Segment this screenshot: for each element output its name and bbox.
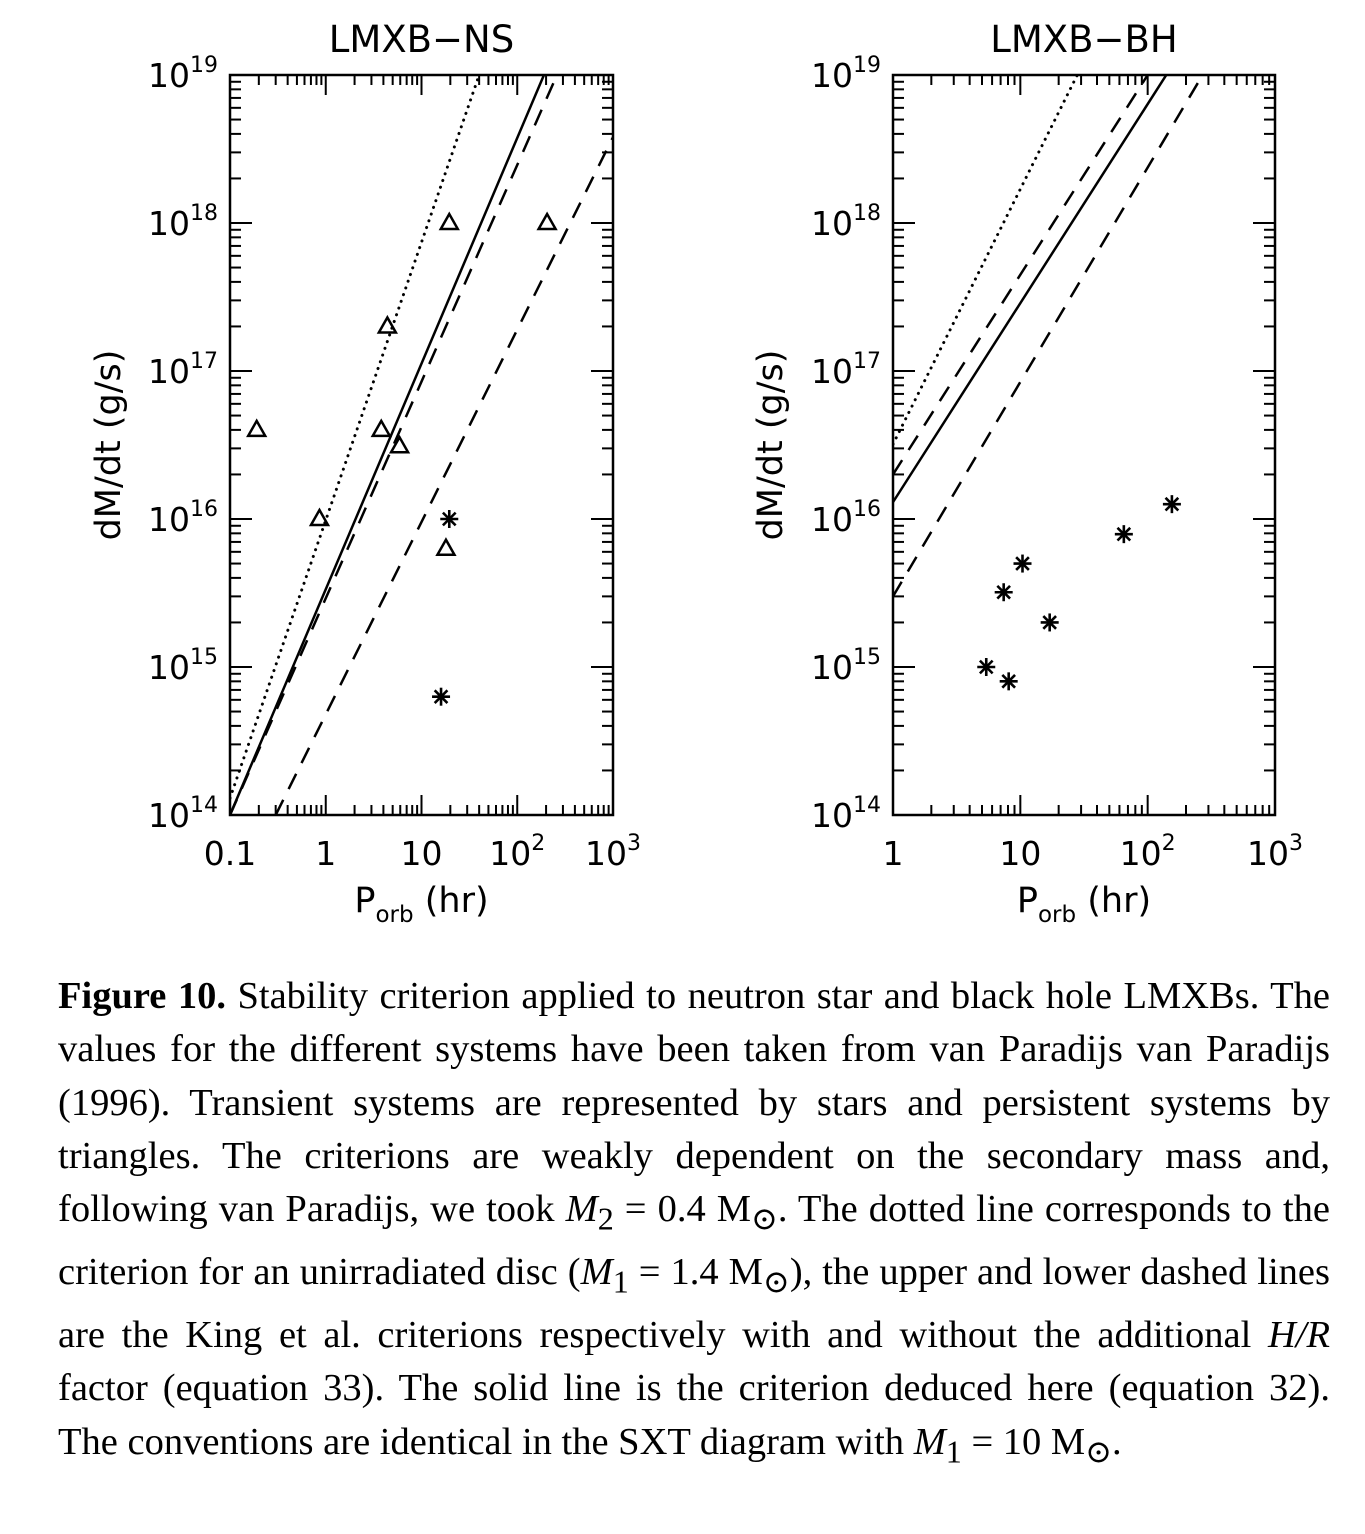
panel-1-triangle-marker [246, 418, 268, 438]
panel-2-solid-line [893, 75, 1168, 503]
panel-1-y-tick-label: 1014 [148, 793, 218, 835]
panel-2-frame [891, 73, 1277, 817]
panel-1-triangle-marker [376, 314, 399, 334]
panel-2-dashed-line [893, 75, 1204, 598]
panel-1-ticks [230, 75, 613, 815]
panel-2-star-marker [1040, 613, 1059, 632]
panel-1-triangle-marker [388, 434, 411, 454]
caption-sun-3: ⊙ [1085, 1433, 1113, 1470]
panel-2-y-tick-label: 1017 [811, 349, 881, 391]
panel-1-x-tick-label: 102 [489, 831, 545, 873]
caption-m1b-sub: 1 [945, 1433, 962, 1470]
panel-1-frame [228, 73, 615, 817]
panel-1-y-label: dM/dt (g/s) [89, 350, 129, 541]
caption-sun-1: ⊙ [750, 1200, 778, 1237]
caption-m2: M [565, 1188, 598, 1231]
caption-sun-2: ⊙ [762, 1263, 790, 1300]
panel-2-y-tick-label: 1016 [811, 497, 881, 539]
panel-2-star-marker [994, 583, 1013, 602]
caption-m1a-sub: 1 [612, 1263, 629, 1300]
panel-1-x-tick-label: 103 [585, 831, 641, 873]
panel-2-dashed-line [893, 75, 1149, 476]
caption-text-3: ), the upper and lower dashed lines are … [58, 1251, 1330, 1357]
panel-1-y-tick-label: 1018 [148, 201, 218, 243]
figure-panels: 0.1 1 10 102 103 1014 1015 1016 1017 1018 1019 LMXB… [89, 18, 1303, 928]
panel-1-y-tick-label: 1016 [148, 497, 218, 539]
panel-2-x-label: Porb (hr) [1017, 881, 1151, 928]
panel-2-x-tick-label: 10 [999, 834, 1041, 873]
panel-2-x-tick-label: 1 [883, 834, 904, 873]
panel-1-solid-line [230, 75, 546, 815]
panel-1-triangle-marker [435, 537, 457, 556]
panel-1-star-marker [440, 510, 459, 528]
caption-eq-3: = 10 M [961, 1420, 1086, 1463]
panel-1-title: LMXB−NS [329, 18, 514, 61]
panel-2-star-marker [1013, 554, 1032, 573]
panel-1-y-tick-label: 1019 [148, 53, 218, 95]
caption-m2-sub: 2 [597, 1200, 614, 1237]
panel-1-dashed-line [274, 136, 613, 815]
panel-2-y-tick-label: 1018 [811, 201, 881, 243]
panel-1-lines [230, 75, 613, 815]
panel-1-x-tick-label: 0.1 [204, 834, 256, 873]
caption-label: Figure 10. [58, 975, 226, 1017]
panel-2-star-marker [999, 672, 1018, 691]
panel-1-star-marker [432, 687, 451, 706]
panel-1-triangle-marker [536, 211, 558, 231]
caption-text-4: factor (equation 33). The solid line is … [58, 1367, 1330, 1463]
panel-2-y-label: dM/dt (g/s) [751, 350, 791, 541]
panel-2-y-tick-label: 1014 [811, 793, 881, 835]
panel-1-dashed-line [230, 75, 559, 815]
caption-eq-1: = 0.4 M [613, 1188, 751, 1231]
panel-2-y-tick-label: 1015 [811, 645, 881, 687]
panel-2-star-marker [1162, 495, 1181, 514]
panel-2-lines [893, 75, 1204, 598]
panel-2-y-tick-label: 1019 [811, 53, 881, 95]
panel-2-ticks [893, 75, 1275, 815]
panel-1-x-tick-label: 10 [401, 834, 443, 873]
caption-text-2: . The dotted line corresponds to the cri… [58, 1188, 1330, 1294]
panel-2-dotted-line [893, 75, 1079, 446]
panel-2-title: LMXB−BH [990, 18, 1177, 61]
caption-eq-2: = 1.4 M [628, 1251, 763, 1294]
caption-text-1: Stability criterion applied to neutron s… [58, 975, 1330, 1231]
caption-text-5: . [1112, 1420, 1122, 1463]
panel-1-y-tick-label: 1017 [148, 349, 218, 391]
panel-1-y-tick-label: 1015 [148, 645, 218, 687]
panel-2-star-marker [1114, 525, 1133, 544]
panel-1-triangle-marker [438, 211, 460, 231]
panel-1-triangle-marker [308, 507, 331, 527]
panel-2-x-tick-label: 102 [1120, 831, 1176, 873]
panel-1-x-label: Porb (hr) [354, 881, 488, 928]
panel-1-triangle-marker [370, 418, 392, 438]
caption-m1a: M [580, 1251, 613, 1294]
caption-m1b: M [913, 1420, 946, 1463]
panel-1-x-tick-label: 1 [315, 834, 336, 873]
panel-2-x-tick-label: 103 [1247, 831, 1303, 873]
figure-caption: Figure 10. Stability criterion applied t… [58, 970, 1330, 1479]
caption-hr: H/R [1267, 1314, 1330, 1357]
panel-2: 1 10 102 103 1014 1015 1016 1017 1018 1019 LMXB−BH… [751, 18, 1303, 928]
panel-2-star-marker [977, 658, 996, 676]
panel-1-dotted-line [230, 75, 481, 800]
panel-1: 0.1 1 10 102 103 1014 1015 1016 1017 1018 1019 LMXB… [89, 18, 641, 928]
